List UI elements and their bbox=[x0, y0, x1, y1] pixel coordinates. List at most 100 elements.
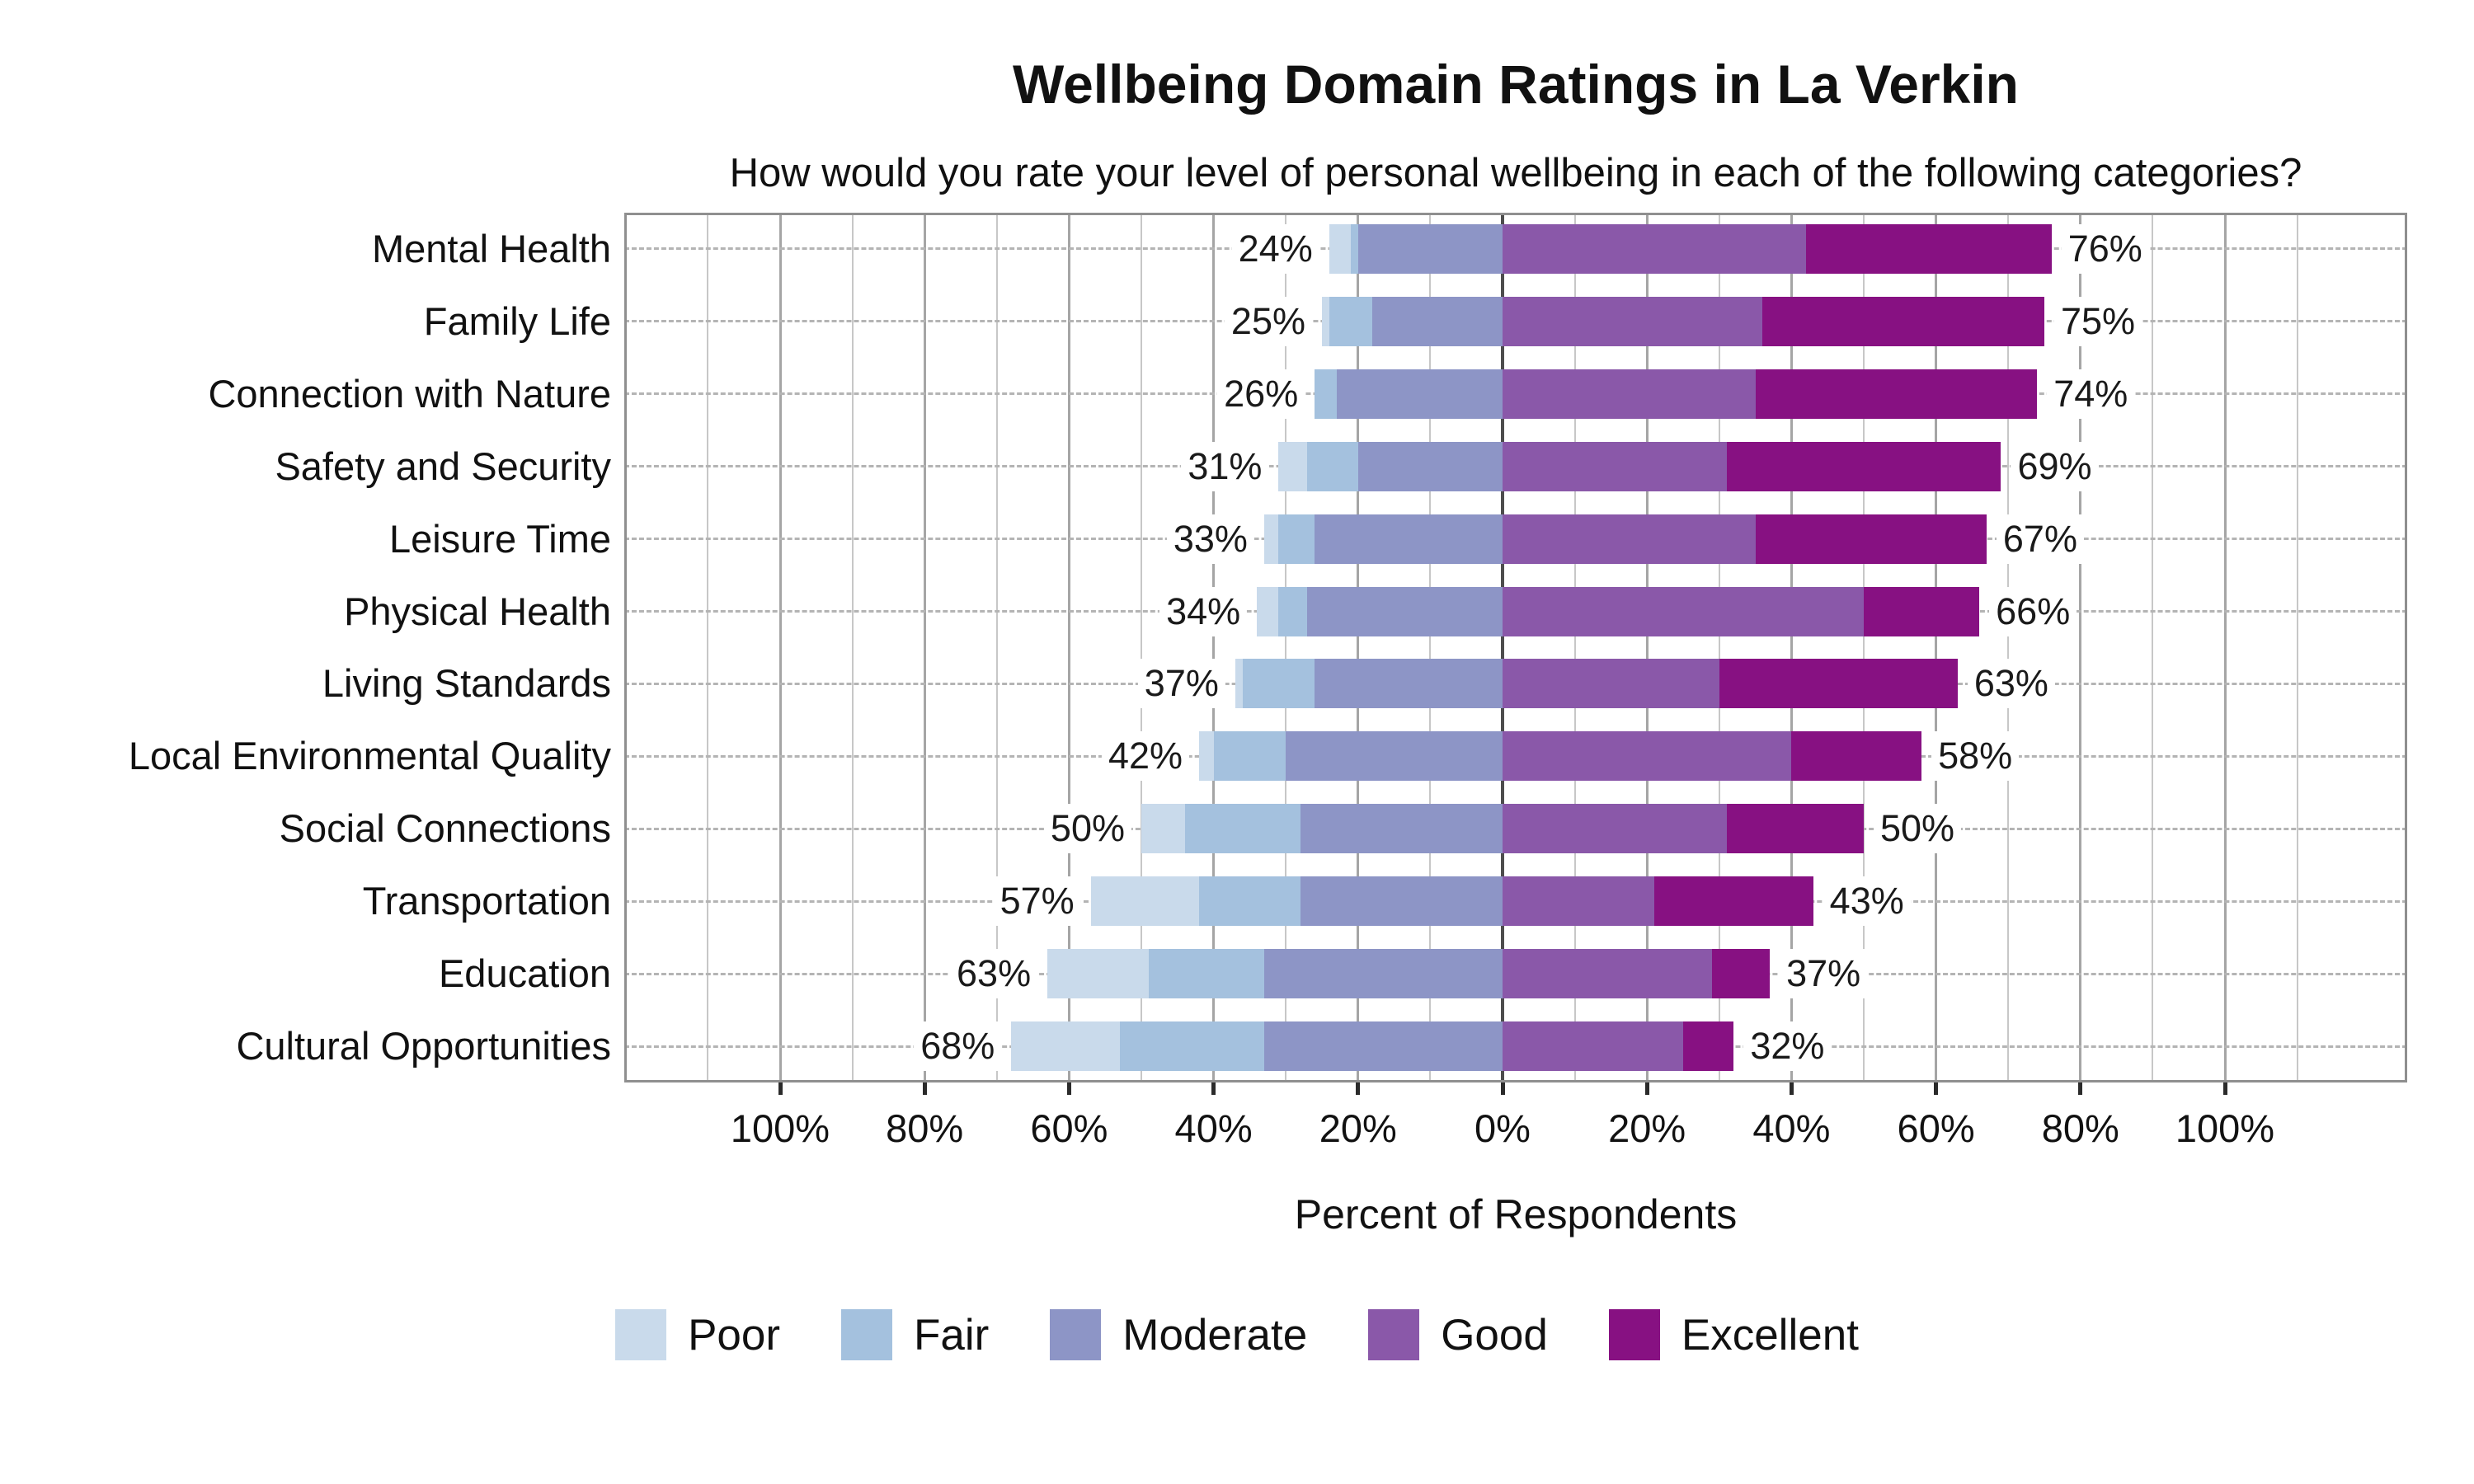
bar-segment-poor bbox=[1257, 586, 1279, 636]
bar-left-label: 42% bbox=[1102, 731, 1190, 782]
bar-row bbox=[1090, 876, 1813, 927]
bar-row bbox=[1257, 586, 1980, 636]
x-tick-label: 60% bbox=[1030, 1106, 1108, 1150]
bar-segment-fair bbox=[1148, 949, 1264, 999]
legend-label: Good bbox=[1441, 1310, 1548, 1360]
bar-segment-poor bbox=[1235, 659, 1243, 709]
x-tick-label: 20% bbox=[1319, 1106, 1397, 1150]
chart-title: Wellbeing Domain Ratings in La Verkin bbox=[1012, 54, 2019, 115]
minor-gridline bbox=[2152, 213, 2154, 1082]
bar-segment-good bbox=[1502, 586, 1864, 636]
bar-row bbox=[1199, 731, 1922, 782]
bar-left-label: 63% bbox=[950, 949, 1038, 999]
category-label: Connection with Nature bbox=[208, 371, 611, 416]
bar-segment-moderate bbox=[1336, 369, 1503, 419]
bar-segment-poor bbox=[1011, 1021, 1120, 1072]
bar-segment-excellent bbox=[1712, 949, 1771, 999]
bar-row bbox=[1329, 223, 2052, 274]
bar-segment-fair bbox=[1213, 731, 1286, 782]
x-axis-label: Percent of Respondents bbox=[1294, 1191, 1738, 1237]
bar-segment-fair bbox=[1315, 369, 1337, 419]
minor-gridline bbox=[851, 213, 854, 1082]
bar-segment-excellent bbox=[1726, 441, 2001, 491]
bar-segment-excellent bbox=[1755, 514, 1987, 564]
x-tick-mark bbox=[1211, 1082, 1216, 1095]
legend-swatch-poor bbox=[615, 1309, 667, 1360]
x-tick-mark bbox=[1500, 1082, 1505, 1095]
bar-segment-poor bbox=[1141, 804, 1185, 854]
bar-segment-good bbox=[1502, 731, 1792, 782]
bar-segment-moderate bbox=[1315, 514, 1503, 564]
x-tick-label: 40% bbox=[1174, 1106, 1253, 1150]
x-tick-mark bbox=[1356, 1082, 1361, 1095]
bar-segment-moderate bbox=[1357, 441, 1503, 491]
major-gridline bbox=[1935, 213, 1938, 1082]
bar-segment-good bbox=[1502, 876, 1654, 927]
bar-segment-moderate bbox=[1263, 1021, 1503, 1072]
x-tick-label: 80% bbox=[2041, 1106, 2119, 1150]
bar-segment-poor bbox=[1199, 731, 1214, 782]
legend-swatch-excellent bbox=[1608, 1309, 1660, 1360]
bar-segment-fair bbox=[1199, 876, 1300, 927]
bar-row bbox=[1315, 369, 2038, 419]
major-gridline bbox=[2079, 213, 2082, 1082]
chart-subtitle: How would you rate your level of persona… bbox=[729, 151, 2302, 195]
bar-segment-excellent bbox=[1791, 731, 1922, 782]
legend-swatch-fair bbox=[841, 1309, 893, 1360]
category-label: Safety and Security bbox=[275, 444, 611, 488]
bar-row bbox=[1141, 804, 1864, 854]
legend-label: Moderate bbox=[1122, 1310, 1308, 1360]
bar-segment-excellent bbox=[1726, 804, 1864, 854]
bar-row bbox=[1278, 441, 2001, 491]
bar-segment-excellent bbox=[1653, 876, 1813, 927]
x-tick-label: 60% bbox=[1897, 1106, 1975, 1150]
bar-segment-good bbox=[1502, 441, 1727, 491]
bar-segment-fair bbox=[1278, 514, 1315, 564]
x-tick-label: 100% bbox=[2175, 1106, 2275, 1150]
bar-right-label: 50% bbox=[1874, 804, 1962, 854]
bar-segment-good bbox=[1502, 659, 1719, 709]
bar-segment-good bbox=[1502, 369, 1756, 419]
category-label: Transportation bbox=[362, 879, 611, 923]
x-tick-mark bbox=[922, 1082, 927, 1095]
bar-right-label: 67% bbox=[1996, 514, 2084, 564]
category-label: Cultural Opportunities bbox=[236, 1024, 611, 1068]
major-gridline bbox=[778, 213, 782, 1082]
x-tick-mark bbox=[1789, 1082, 1794, 1095]
bar-segment-poor bbox=[1263, 514, 1279, 564]
bar-row bbox=[1322, 296, 2044, 346]
bar-row bbox=[1047, 949, 1771, 999]
major-gridline bbox=[1212, 213, 1216, 1082]
bar-row bbox=[1011, 1021, 1734, 1072]
bar-left-label: 68% bbox=[914, 1021, 1002, 1072]
minor-gridline bbox=[1285, 213, 1287, 1082]
bar-segment-poor bbox=[1322, 296, 1329, 346]
major-gridline bbox=[1357, 213, 1360, 1082]
category-label: Mental Health bbox=[372, 226, 611, 270]
bar-segment-excellent bbox=[1863, 586, 1980, 636]
x-tick-label: 40% bbox=[1752, 1106, 1831, 1150]
bar-row bbox=[1263, 514, 1987, 564]
x-tick-mark bbox=[1066, 1082, 1071, 1095]
x-tick-mark bbox=[778, 1082, 783, 1095]
bar-right-label: 74% bbox=[2047, 369, 2135, 419]
bar-left-label: 37% bbox=[1137, 659, 1225, 709]
bar-right-label: 32% bbox=[1743, 1021, 1832, 1072]
bar-segment-moderate bbox=[1300, 876, 1503, 927]
x-tick-mark bbox=[1644, 1082, 1649, 1095]
category-label: Living Standards bbox=[322, 661, 611, 706]
bar-segment-poor bbox=[1090, 876, 1200, 927]
bar-segment-moderate bbox=[1315, 659, 1503, 709]
legend-item-excellent: Excellent bbox=[1608, 1309, 1859, 1360]
bar-right-label: 76% bbox=[2061, 223, 2149, 274]
bar-segment-moderate bbox=[1372, 296, 1503, 346]
major-gridline bbox=[923, 213, 926, 1082]
bar-right-label: 58% bbox=[1931, 731, 2020, 782]
legend-swatch-good bbox=[1368, 1309, 1420, 1360]
major-gridline bbox=[1645, 213, 1649, 1082]
x-tick-label: 100% bbox=[730, 1106, 830, 1150]
legend-item-good: Good bbox=[1368, 1309, 1548, 1360]
bar-left-label: 34% bbox=[1159, 586, 1248, 636]
bar-segment-fair bbox=[1242, 659, 1315, 709]
